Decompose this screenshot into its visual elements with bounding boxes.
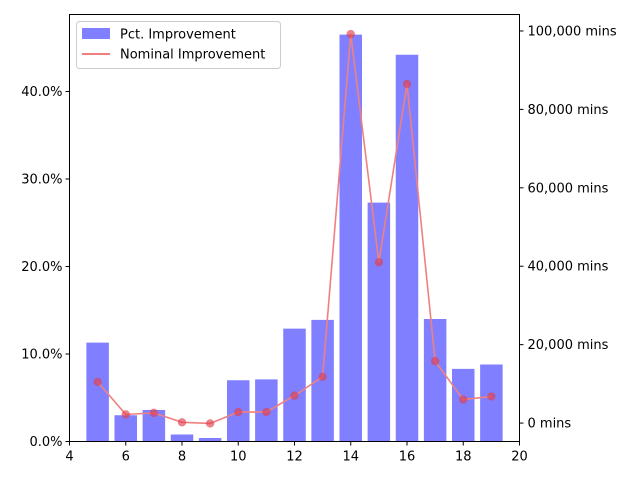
bar — [423, 319, 447, 442]
x-tick-label: 16 — [399, 450, 416, 465]
line-point — [177, 418, 187, 427]
bar — [283, 328, 306, 442]
right-y-tick-label: 80,000 mins — [528, 103, 609, 118]
right-y-tick-label: 100,000 mins — [528, 24, 617, 39]
line-point — [402, 79, 412, 89]
legend-label: Nominal Improvement — [120, 48, 265, 63]
line-point — [459, 395, 468, 404]
line-point — [346, 29, 355, 39]
x-tick-label: 10 — [230, 450, 247, 465]
x-axis: 4 6 8 10 12 14 16 18 20 — [65, 441, 528, 465]
left-y-tick-label: 20.0% — [21, 260, 62, 275]
x-tick-label: 4 — [65, 450, 73, 465]
line-point — [121, 410, 130, 419]
bar — [142, 410, 166, 442]
legend-swatch-bar — [82, 28, 110, 39]
line-point — [290, 391, 299, 400]
line-point — [374, 258, 384, 267]
x-tick-label: 14 — [342, 450, 359, 465]
left-y-axis: 0.0% 10.0% 20.0% 30.0% 40.0% — [21, 85, 70, 450]
right-y-tick-label: 0 mins — [528, 417, 572, 432]
line-point — [234, 407, 243, 417]
line-point — [318, 372, 327, 382]
bar — [452, 368, 475, 442]
left-y-tick-label: 0.0% — [29, 435, 62, 450]
bar — [114, 415, 137, 442]
right-y-tick-label: 20,000 mins — [528, 338, 609, 353]
bar — [339, 34, 362, 442]
legend-label: Pct. Improvement — [120, 28, 236, 43]
bar — [198, 438, 222, 442]
left-y-tick-label: 10.0% — [21, 348, 62, 363]
bar — [480, 364, 503, 442]
right-y-tick-label: 60,000 mins — [528, 181, 609, 196]
x-tick-label: 8 — [178, 450, 186, 465]
x-tick-label: 6 — [122, 450, 130, 465]
left-y-tick-label: 40.0% — [21, 85, 62, 100]
x-tick-label: 18 — [455, 450, 472, 465]
line-series — [93, 29, 496, 428]
bar — [170, 434, 194, 442]
line-point — [430, 356, 440, 366]
line-point — [262, 407, 271, 417]
left-y-tick-label: 30.0% — [21, 173, 62, 188]
bar — [367, 202, 391, 442]
bar — [86, 342, 109, 442]
legend-box — [76, 21, 281, 69]
x-tick-label: 20 — [511, 450, 528, 465]
right-y-axis: 0 mins 20,000 mins 40,000 mins 60,000 mins 8… — [519, 24, 617, 432]
line-point — [149, 408, 159, 418]
bar — [395, 54, 419, 442]
bar-series — [86, 34, 503, 442]
line-point — [93, 377, 102, 387]
line-point — [487, 392, 496, 401]
legend: Pct. Improvement Nominal Improvement — [76, 21, 281, 69]
line-point — [205, 419, 215, 428]
right-y-tick-label: 40,000 mins — [528, 260, 609, 275]
x-tick-label: 12 — [286, 450, 303, 465]
